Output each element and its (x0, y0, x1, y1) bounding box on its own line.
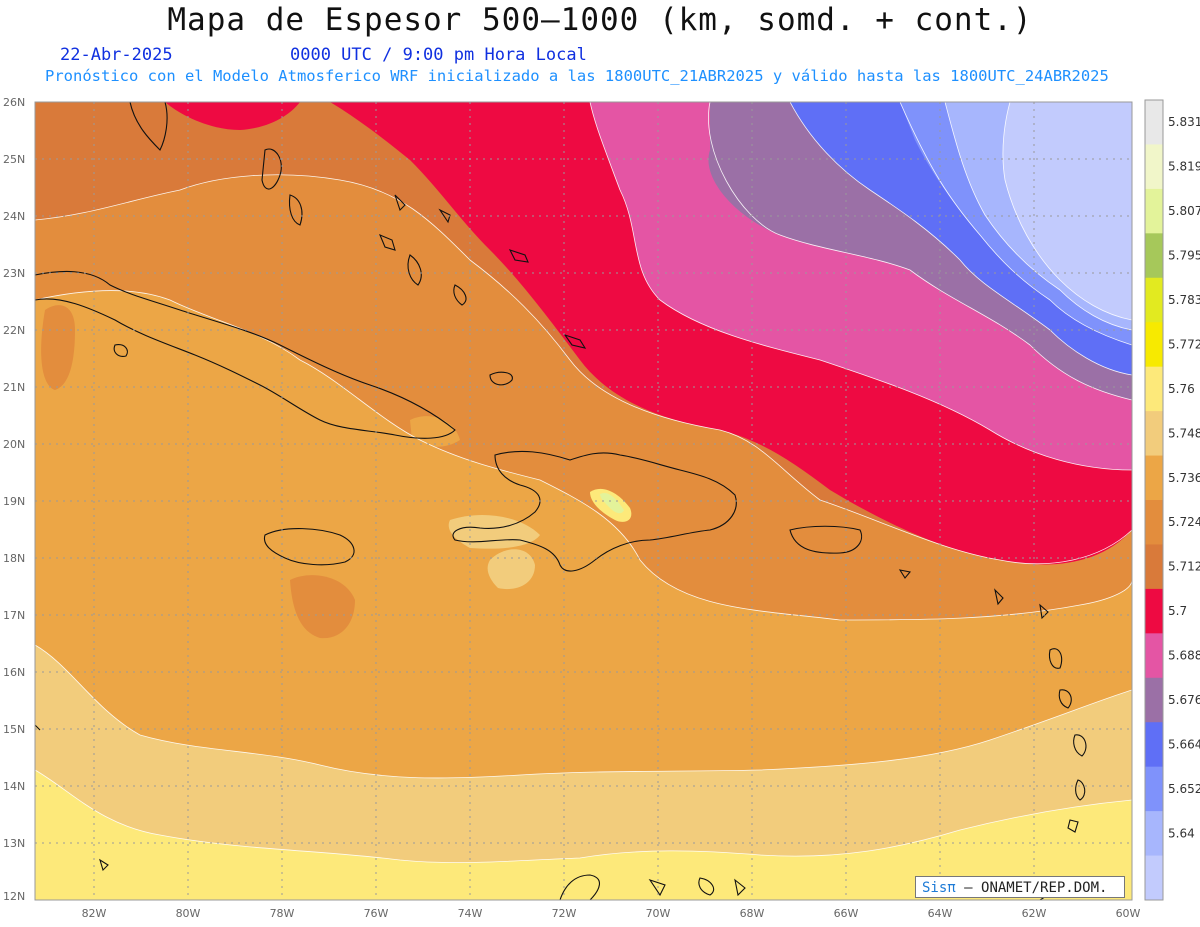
lat-label: 17N (3, 609, 25, 622)
colorbar-swatch (1145, 277, 1163, 323)
colorbar: 5.831 5.819 5.807 5.795 5.783 5.772 5.76 5.748 5… (1144, 99, 1200, 901)
forecast-description: Pronóstico con el Modelo Atmosferico WRF… (45, 67, 1109, 85)
sispi-logo: Sisπ (922, 880, 956, 896)
colorbar-swatch (1145, 811, 1163, 857)
lon-label: 80W (176, 907, 201, 920)
lat-label: 22N (3, 324, 25, 337)
lat-label: 15N (3, 723, 25, 736)
colorbar-swatch (1145, 233, 1163, 279)
colorbar-swatch (1145, 544, 1163, 590)
colorbar-swatch (1145, 722, 1163, 768)
lon-label: 68W (740, 907, 765, 920)
colorbar-swatch (1145, 455, 1163, 501)
colorbar-level-label: 5.807 (1168, 204, 1200, 218)
colorbar-swatch (1145, 144, 1163, 190)
credit-text: — ONAMET/REP.DOM. (964, 880, 1108, 896)
colorbar-level-label: 5.772 (1168, 337, 1200, 351)
credit-box: Sisπ — ONAMET/REP.DOM. (915, 876, 1125, 898)
lon-label: 62W (1022, 907, 1047, 920)
colorbar-swatch (1145, 100, 1163, 145)
longitude-labels: 82W 80W 78W 76W 74W 72W 70W 68W 66W 64W … (82, 907, 1141, 920)
lon-label: 70W (646, 907, 671, 920)
colorbar-level-label: 5.652 (1168, 782, 1200, 796)
lat-label: 26N (3, 96, 25, 109)
lon-label: 64W (928, 907, 953, 920)
colorbar-swatch (1145, 766, 1163, 812)
colorbar-level-label: 5.748 (1168, 426, 1200, 440)
colorbar-swatch (1145, 322, 1163, 368)
colorbar-swatch (1145, 411, 1163, 457)
lat-label: 13N (3, 837, 25, 850)
lat-label: 16N (3, 666, 25, 679)
lat-label: 25N (3, 153, 25, 166)
lon-label: 76W (364, 907, 389, 920)
lat-label: 24N (3, 210, 25, 223)
colorbar-level-label: 5.724 (1168, 515, 1200, 529)
colorbar-level-label: 5.831 (1168, 115, 1200, 129)
colorbar-level-label: 5.819 (1168, 160, 1200, 174)
lat-label: 23N (3, 267, 25, 280)
colorbar-level-label: 5.64 (1168, 826, 1195, 840)
lon-label: 82W (82, 907, 107, 920)
lon-label: 78W (270, 907, 295, 920)
colorbar-level-label: 5.736 (1168, 471, 1200, 485)
lat-label: 20N (3, 438, 25, 451)
colorbar-swatch (1145, 633, 1163, 679)
colorbar-swatch (1145, 366, 1163, 412)
colorbar-level-label: 5.664 (1168, 737, 1200, 751)
colorbar-level-label: 5.795 (1168, 249, 1200, 263)
colorbar-swatch (1145, 588, 1163, 634)
lon-label: 66W (834, 907, 859, 920)
lat-label: 19N (3, 495, 25, 508)
colorbar-level-label: 5.688 (1168, 649, 1200, 663)
colorbar-swatch (1145, 855, 1163, 901)
lat-label: 14N (3, 780, 25, 793)
forecast-time: 0000 UTC / 9:00 pm Hora Local (290, 45, 587, 65)
colorbar-level-label: 5.712 (1168, 560, 1200, 574)
lon-label: 72W (552, 907, 577, 920)
map-title: Mapa de Espesor 500—1000 (km, somd. + co… (167, 2, 1033, 38)
contour-lines (35, 102, 1132, 863)
forecast-date: 22-Abr-2025 (60, 45, 173, 65)
lat-label: 12N (3, 890, 25, 903)
latitude-labels: 26N 25N 24N 23N 22N 21N 20N 19N 18N 17N … (3, 96, 25, 903)
lat-label: 18N (3, 552, 25, 565)
colorbar-swatch (1145, 500, 1163, 545)
colorbar-level-label: 5.783 (1168, 293, 1200, 307)
colorbar-swatch (1145, 188, 1163, 234)
map-frame (34, 101, 1133, 901)
colorbar-frame (1144, 99, 1164, 901)
lat-label: 21N (3, 381, 25, 394)
graticule (35, 102, 1132, 900)
colorbar-swatch (1145, 677, 1163, 723)
colorbar-level-label: 5.7 (1168, 604, 1187, 618)
lon-label: 74W (458, 907, 483, 920)
colorbar-level-label: 5.676 (1168, 693, 1200, 707)
colorbar-level-label: 5.76 (1168, 382, 1195, 396)
lon-label: 60W (1116, 907, 1141, 920)
